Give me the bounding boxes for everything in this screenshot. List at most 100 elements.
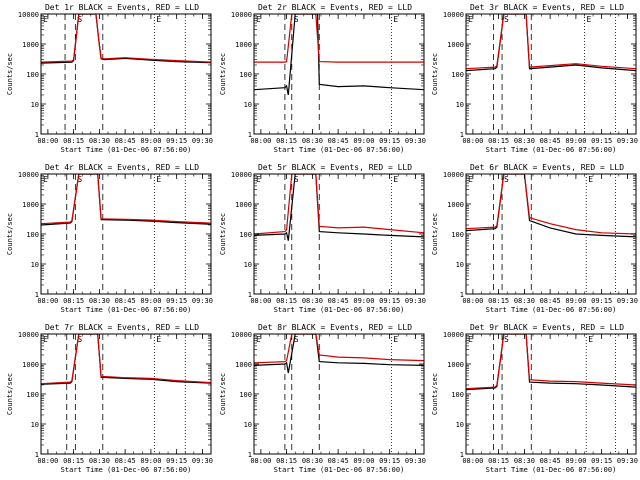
- x-tick-label: 09:30: [617, 297, 638, 305]
- x-tick-label: 08:00: [462, 297, 483, 305]
- x-tick-label: 09:15: [379, 137, 400, 145]
- x-tick-label: 08:45: [328, 137, 349, 145]
- time-marker-label: E: [588, 335, 593, 344]
- series-line-lld: [254, 174, 424, 235]
- plot-frame: [465, 13, 637, 135]
- series-line-events: [254, 174, 424, 241]
- y-tick-label: 1: [35, 291, 39, 299]
- x-axis-label: Start Time (01-Dec-06 07:56:00): [274, 466, 405, 474]
- series-group: [254, 14, 424, 96]
- x-axis-label: Start Time (01-Dec-06 07:56:00): [486, 306, 617, 314]
- y-tick-label: 1: [460, 291, 464, 299]
- y-axis-label: Counts/sec: [431, 53, 439, 95]
- time-marker-label: E: [43, 335, 48, 344]
- series-line-lld: [41, 14, 211, 63]
- x-tick-label: 09:30: [192, 457, 213, 465]
- series-group: [41, 14, 211, 64]
- x-tick-label: 09:00: [353, 297, 374, 305]
- x-tick-label: 08:45: [328, 297, 349, 305]
- x-tick-label: 09:30: [405, 297, 426, 305]
- detector-panel-3: Det 3r BLACK = Events, RED = LLD E S E 1 10 10…: [431, 3, 638, 154]
- detector-panel-7: Det 7r BLACK = Events, RED = LLD E S E 1 10 10…: [6, 323, 213, 474]
- x-tick-label: 08:45: [115, 137, 136, 145]
- y-tick-label: 1000: [22, 361, 39, 369]
- time-marker-label: E: [43, 15, 48, 24]
- x-tick-label: 09:15: [591, 457, 612, 465]
- detector-panel-4: Det 4r BLACK = Events, RED = LLD E S E 1 10 10…: [6, 163, 213, 314]
- time-marker-label: S: [294, 15, 299, 24]
- panel-title: Det 6r BLACK = Events, RED = LLD: [470, 163, 624, 172]
- time-marker-label: S: [294, 175, 299, 184]
- y-tick-label: 100: [451, 391, 464, 399]
- x-tick-label: 08:30: [514, 297, 535, 305]
- y-axis-label: Counts/sec: [219, 213, 227, 255]
- x-tick-label: 08:30: [302, 457, 323, 465]
- time-marker-label: S: [77, 335, 82, 344]
- y-tick-label: 10: [456, 101, 464, 109]
- panel-title: Det 3r BLACK = Events, RED = LLD: [470, 3, 624, 12]
- detector-panel-1: Det 1r BLACK = Events, RED = LLD E S E 1 10 10…: [6, 3, 213, 154]
- time-marker-label: E: [393, 15, 398, 24]
- x-tick-label: 08:30: [302, 297, 323, 305]
- y-tick-label: 100: [239, 71, 252, 79]
- x-tick-label: 09:30: [405, 137, 426, 145]
- y-tick-label: 1000: [22, 201, 39, 209]
- y-tick-label: 1000: [235, 201, 252, 209]
- time-marker-label: S: [504, 335, 509, 344]
- series-line-lld: [466, 174, 636, 235]
- plot-frame: [465, 333, 637, 455]
- y-tick-label: 1: [35, 451, 39, 459]
- x-tick-label: 09:00: [140, 457, 161, 465]
- x-tick-label: 08:00: [250, 297, 271, 305]
- time-marker-label: S: [504, 175, 509, 184]
- panel-title: Det 7r BLACK = Events, RED = LLD: [45, 323, 199, 332]
- plot-frame: [253, 13, 425, 135]
- y-tick-label: 10: [31, 261, 39, 269]
- time-marker-label: E: [468, 335, 473, 344]
- y-tick-label: 10: [31, 421, 39, 429]
- time-marker-label: E: [43, 175, 48, 184]
- y-tick-label: 10000: [18, 171, 39, 179]
- time-marker-label: E: [256, 175, 261, 184]
- y-tick-label: 10: [456, 421, 464, 429]
- series-group: [466, 14, 636, 72]
- time-marker-label: E: [156, 175, 161, 184]
- x-tick-label: 09:15: [166, 137, 187, 145]
- x-tick-label: 08:00: [250, 457, 271, 465]
- y-tick-label: 10000: [231, 171, 252, 179]
- y-tick-label: 10000: [443, 11, 464, 19]
- y-tick-label: 1: [35, 131, 39, 139]
- y-tick-label: 10: [244, 421, 252, 429]
- y-axis-label: Counts/sec: [219, 53, 227, 95]
- x-tick-label: 08:00: [462, 457, 483, 465]
- x-tick-label: 09:30: [617, 457, 638, 465]
- series-line-lld: [466, 14, 636, 70]
- time-marker-label: E: [468, 15, 473, 24]
- x-tick-label: 09:30: [617, 137, 638, 145]
- y-tick-label: 1000: [447, 41, 464, 49]
- x-tick-label: 08:30: [89, 137, 110, 145]
- time-marker-label: E: [156, 15, 161, 24]
- detector-panel-2: Det 2r BLACK = Events, RED = LLD E S E 1 10 10…: [219, 3, 426, 154]
- y-tick-label: 10000: [231, 11, 252, 19]
- time-marker-label: E: [588, 175, 593, 184]
- y-tick-label: 100: [451, 231, 464, 239]
- y-tick-label: 10000: [18, 331, 39, 339]
- x-tick-label: 08:30: [514, 457, 535, 465]
- series-line-lld: [254, 334, 424, 364]
- x-axis-label: Start Time (01-Dec-06 07:56:00): [274, 146, 405, 154]
- series-group: [466, 334, 636, 391]
- series-group: [254, 334, 424, 374]
- x-tick-label: 09:00: [565, 457, 586, 465]
- series-line-lld: [254, 14, 424, 63]
- time-marker-label: E: [393, 175, 398, 184]
- panel-title: Det 5r BLACK = Events, RED = LLD: [258, 163, 412, 172]
- detector-panel-8: Det 8r BLACK = Events, RED = LLD E S E 1 10 10…: [219, 323, 426, 474]
- x-tick-label: 08:45: [540, 137, 561, 145]
- time-marker-label: E: [256, 335, 261, 344]
- series-line-events: [466, 14, 636, 72]
- x-tick-label: 08:45: [328, 457, 349, 465]
- x-tick-label: 09:15: [166, 297, 187, 305]
- series-group: [254, 174, 424, 241]
- x-axis-label: Start Time (01-Dec-06 07:56:00): [274, 306, 405, 314]
